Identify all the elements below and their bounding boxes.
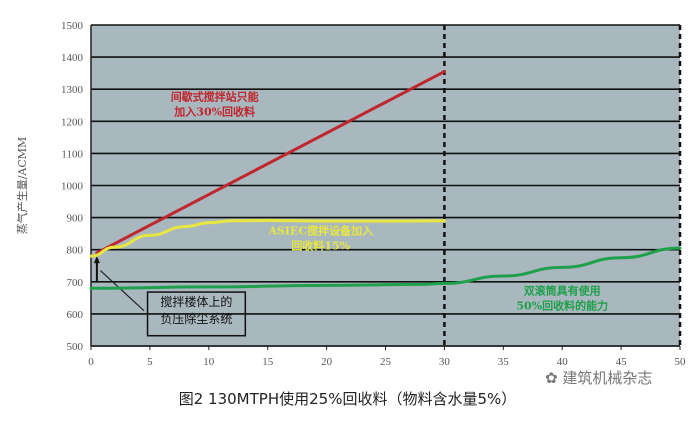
series-line <box>89 246 682 290</box>
watermark-text: 建筑机械杂志 <box>562 369 653 387</box>
annotation-text: 负压除尘系统 <box>160 311 232 326</box>
x-tick-label: 35 <box>498 356 510 368</box>
x-tick-label: 20 <box>321 356 333 368</box>
series-label: 50%回收料的能力 <box>516 299 608 313</box>
series-line <box>95 70 446 255</box>
annotation-text: 搅拌楼体上的 <box>160 294 232 309</box>
series-label: 双滚筒具有使用 <box>524 284 601 298</box>
series-label: 间歇式搅拌站只能 <box>171 89 259 103</box>
arrow-head-icon <box>93 256 100 264</box>
x-tick-label: 10 <box>203 356 215 368</box>
y-tick-label: 1300 <box>61 84 84 96</box>
y-tick-label: 1200 <box>61 116 84 128</box>
y-tick-label: 1500 <box>61 20 84 32</box>
x-tick-label: 40 <box>557 356 569 368</box>
series-label: 加入30%回收料 <box>173 104 255 118</box>
y-tick-label: 800 <box>67 245 84 257</box>
annotation-leader <box>100 270 145 312</box>
watermark: ✿ 建筑机械杂志 <box>545 369 653 387</box>
y-tick-label: 500 <box>67 341 84 353</box>
x-tick-label: 45 <box>616 356 628 368</box>
figure-caption: 图2 130MTPH使用25%回收料（物料含水量5%） <box>178 390 517 408</box>
series-line <box>89 218 446 258</box>
y-tick-label: 600 <box>67 309 84 321</box>
x-tick-label: 50 <box>675 356 687 368</box>
x-tick-label: 0 <box>88 356 94 368</box>
y-tick-label: 700 <box>67 277 84 289</box>
annotation-box <box>146 291 247 337</box>
y-tick-label: 1000 <box>61 181 84 193</box>
x-tick-label: 30 <box>439 356 451 368</box>
y-tick-label: 1400 <box>61 52 84 64</box>
y-axis-label: 蒸气产生量/ACMM <box>15 137 29 235</box>
x-tick-label: 5 <box>147 356 153 368</box>
series-label: ASIEC搅拌设备加入 <box>267 223 373 237</box>
x-tick-label: 25 <box>380 356 392 368</box>
x-tick-label: 15 <box>262 356 274 368</box>
y-tick-label: 900 <box>67 213 84 225</box>
y-tick-label: 1100 <box>61 148 83 160</box>
series-label: 回收料15% <box>291 238 350 252</box>
